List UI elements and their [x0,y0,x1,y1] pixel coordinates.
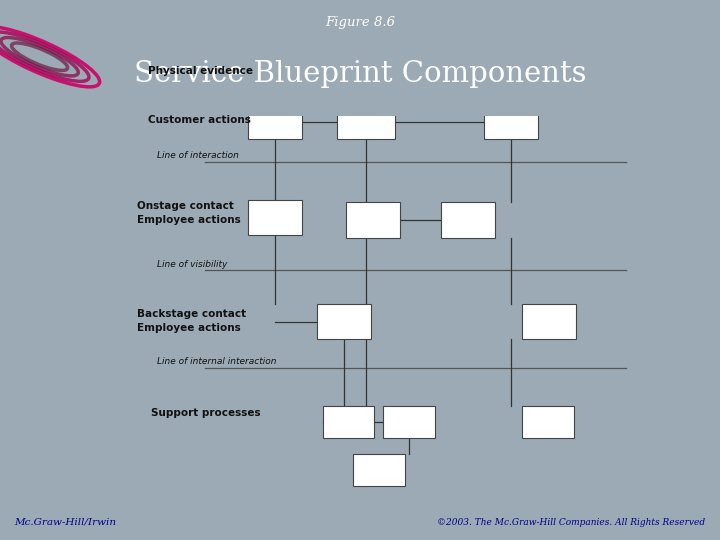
Text: ©2003. The Mc.Graw-Hill Companies. All Rights Reserved: ©2003. The Mc.Graw-Hill Companies. All R… [438,518,706,527]
Bar [323,406,374,438]
Bar [383,406,435,438]
Text: Line of visibility: Line of visibility [157,260,228,269]
Bar [522,304,576,339]
Text: Support processes: Support processes [151,408,261,417]
Text: Line of internal interaction: Line of internal interaction [157,357,276,366]
Text: Physical evidence: Physical evidence [148,66,253,76]
Bar [522,406,574,438]
Bar [248,200,302,235]
Bar [353,454,405,486]
Text: Customer actions: Customer actions [148,115,251,125]
Text: Employee actions: Employee actions [137,215,240,225]
Bar [346,202,400,238]
Bar [484,104,538,139]
Text: Mc.Graw-Hill/Irwin: Mc.Graw-Hill/Irwin [14,518,117,527]
Text: Service Blueprint Components: Service Blueprint Components [134,60,586,87]
Text: Onstage contact: Onstage contact [137,201,234,211]
Bar [317,304,371,339]
Text: Line of interaction: Line of interaction [157,151,239,160]
Bar [337,104,395,139]
Text: Backstage contact: Backstage contact [137,309,246,319]
Text: Employee actions: Employee actions [137,323,240,333]
Text: Figure 8.6: Figure 8.6 [325,16,395,29]
Bar [248,104,302,139]
Bar [441,202,495,238]
